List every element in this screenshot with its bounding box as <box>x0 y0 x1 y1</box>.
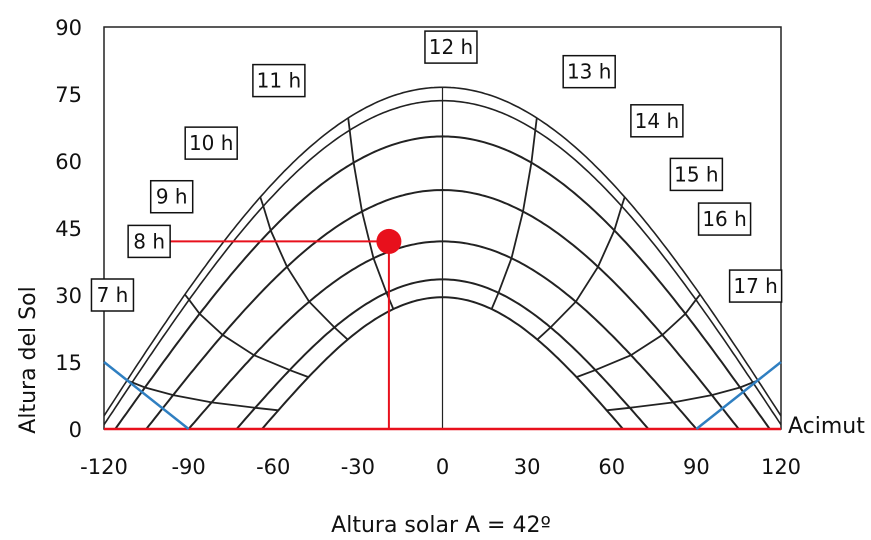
y-tick-label: 60 <box>55 150 82 174</box>
hour-label: 10 h <box>184 126 238 160</box>
hour-label-box <box>630 104 684 138</box>
hour-label: 14 h <box>630 104 684 138</box>
hour-label: 7 h <box>90 278 135 312</box>
hour-label: 17 h <box>728 269 783 303</box>
tick-labels: 0 15 30 45 60 75 90 -120 -90 -60 -30 0 30 60 90 120 <box>55 16 801 479</box>
hour-label-text: 14 h <box>635 109 679 133</box>
x-tick-label: 60 <box>598 455 625 479</box>
x-tick-label: -30 <box>341 455 375 479</box>
y-tick-label: 75 <box>55 83 82 107</box>
x-axis-end-label: Acimut <box>788 414 865 439</box>
hour-line <box>184 293 309 378</box>
hour-line <box>126 379 279 412</box>
hour-label-text: 15 h <box>674 162 718 186</box>
hour-label-box <box>728 269 783 303</box>
hour-line <box>576 293 701 378</box>
day-path-curve <box>235 278 650 429</box>
y-tick-label: 30 <box>55 284 82 308</box>
hour-label-text: 8 h <box>133 229 165 253</box>
hour-label-box <box>424 30 478 64</box>
hour-label-text: 10 h <box>189 131 233 155</box>
hour-label: 9 h <box>149 179 194 214</box>
plot-area: 7 h 8 h 9 h 10 h 11 h 12 h 13 h 14 h 15 h 16 h 17 … <box>90 26 783 431</box>
x-axis-label: Altura solar A = 42º <box>331 513 551 538</box>
x-tick-label: -60 <box>256 455 290 479</box>
y-tick-label: 90 <box>55 16 82 40</box>
marked-point <box>376 228 402 254</box>
hour-label-box <box>669 157 724 192</box>
hour-label-box <box>697 202 752 236</box>
hour-label: 11 h <box>252 63 306 98</box>
x-tick-label: 30 <box>514 455 541 479</box>
x-tick-label: 0 <box>436 455 449 479</box>
y-tick-label: 15 <box>55 351 82 375</box>
hour-label-text: 12 h <box>429 35 473 59</box>
hour-label: 12 h <box>424 30 478 64</box>
x-tick-label: 90 <box>683 455 710 479</box>
hour-label-text: 16 h <box>702 207 746 231</box>
hour-label-box <box>252 63 306 98</box>
hour-label-text: 7 h <box>97 283 129 307</box>
day-path-curve <box>104 99 781 427</box>
hour-label-text: 17 h <box>733 274 777 298</box>
day-path-curve <box>187 240 698 429</box>
y-axis-label: Altura del Sol <box>16 286 41 433</box>
hour-label-text: 9 h <box>156 185 188 209</box>
hour-label: 16 h <box>697 202 752 236</box>
hour-label-box <box>184 126 238 160</box>
day-path-curve <box>114 135 771 429</box>
day-path-curve <box>261 296 624 429</box>
hour-line <box>536 196 626 341</box>
x-tick-label: 120 <box>761 455 801 479</box>
hour-label: 8 h <box>127 224 171 259</box>
clipped-curves <box>104 86 781 429</box>
x-tick-label: -120 <box>80 455 128 479</box>
y-tick-label: 0 <box>69 418 82 442</box>
day-path-curve <box>145 188 740 429</box>
y-tick-label: 45 <box>55 217 82 241</box>
hour-label: 15 h <box>669 157 724 192</box>
x-tick-label: -90 <box>171 455 205 479</box>
hour-line <box>259 196 349 341</box>
day-path-curve <box>104 86 781 418</box>
hour-line <box>490 117 538 310</box>
hour-label-box <box>90 278 135 312</box>
shade-line <box>695 361 782 430</box>
shade-line <box>103 361 190 430</box>
hour-label: 13 h <box>562 54 616 89</box>
hour-line <box>347 117 395 310</box>
hour-label-text: 11 h <box>257 69 301 93</box>
hour-label-box <box>127 224 171 259</box>
hour-line <box>606 379 759 412</box>
hour-label-box <box>562 54 616 89</box>
hour-label-box <box>149 179 194 214</box>
hour-label-text: 13 h <box>567 60 611 84</box>
